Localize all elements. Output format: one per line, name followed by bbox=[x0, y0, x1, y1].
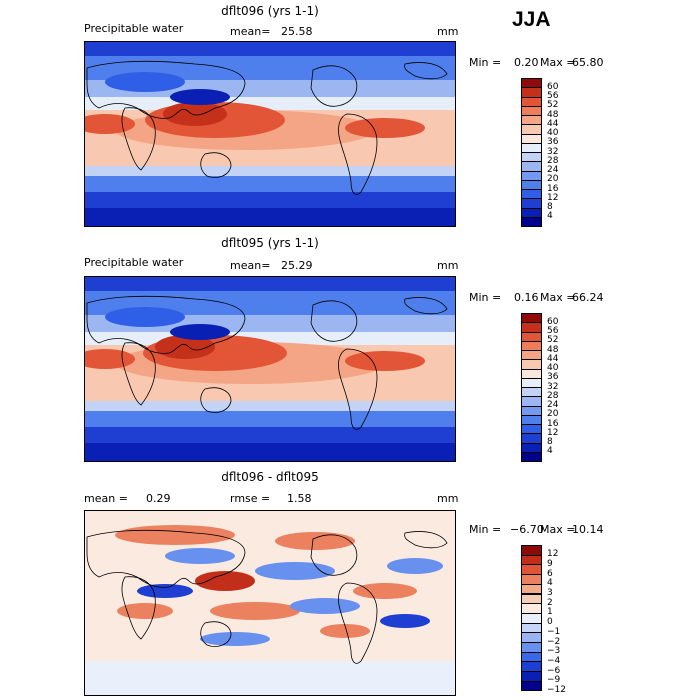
colorbar-tick-label: −3 bbox=[547, 646, 561, 657]
colorbar-tick-label: 60 bbox=[547, 316, 559, 327]
colorbar-tick-label: 44 bbox=[547, 353, 559, 364]
colorbar-tick-label: 48 bbox=[547, 109, 559, 120]
colorbar-tick-label: 0 bbox=[547, 617, 553, 628]
panel-1-field-label: Precipitable water bbox=[84, 22, 184, 35]
colorbar-tick-label: 28 bbox=[547, 155, 559, 166]
panel-3-map bbox=[84, 510, 456, 696]
panel-3-rmse-label: rmse = bbox=[230, 492, 271, 505]
colorbar-tick-label: 4 bbox=[547, 578, 553, 589]
panel-1-units: mm bbox=[437, 25, 459, 38]
panel-3-map-field bbox=[85, 511, 455, 695]
panel-2-mean-value: 25.29 bbox=[281, 259, 313, 272]
colorbar-tick-label: 48 bbox=[547, 344, 559, 355]
colorbar-tick-label: −6 bbox=[547, 665, 561, 676]
panel-3-min-value: −6.70 bbox=[510, 523, 544, 536]
panel-1-min-value: 0.20 bbox=[514, 56, 539, 69]
panel-3-units: mm bbox=[437, 492, 459, 505]
colorbar-tick-label: 24 bbox=[547, 165, 559, 175]
colorbar-tick-label: 40 bbox=[547, 128, 559, 138]
panel-1-max-label: Max = bbox=[540, 56, 576, 69]
colorbar-tick-label: 32 bbox=[547, 381, 559, 392]
colorbar-tick-label: 56 bbox=[547, 91, 559, 101]
colorbar-tick-label: 36 bbox=[547, 372, 559, 383]
colorbar-tick-label: 52 bbox=[547, 335, 559, 346]
colorbar-tick-label: 28 bbox=[547, 390, 559, 401]
panel-2-map-field bbox=[85, 277, 455, 461]
colorbar-tick-label: 20 bbox=[547, 409, 559, 420]
colorbar-tick-label: 8 bbox=[547, 437, 553, 447]
colorbar-segment bbox=[521, 451, 542, 462]
colorbar-tick-label: −12 bbox=[547, 685, 566, 695]
colorbar-tick-label: 3 bbox=[547, 588, 553, 598]
panel-1-map-field bbox=[85, 42, 455, 226]
season-label: JJA bbox=[512, 8, 551, 31]
panel-2-mean-label: mean= bbox=[230, 259, 271, 272]
colorbar-tick-label: 1 bbox=[547, 607, 553, 618]
colorbar-tick-label: 20 bbox=[547, 174, 559, 185]
colorbar-tick-label: 16 bbox=[547, 183, 559, 194]
colorbar-segment bbox=[521, 680, 542, 692]
colorbar-tick-label: 52 bbox=[547, 100, 559, 111]
panel-3-max-value: 10.14 bbox=[572, 523, 604, 536]
colorbar-tick-label: 2 bbox=[547, 597, 553, 608]
colorbar-tick-label: 4 bbox=[547, 211, 553, 222]
colorbar-tick-label: 12 bbox=[547, 427, 559, 438]
panel-2-title: dflt095 (yrs 1-1) bbox=[221, 236, 319, 250]
colorbar-tick-label: −2 bbox=[547, 636, 561, 647]
colorbar-tick-label: 16 bbox=[547, 418, 559, 429]
panel-3-mean-value: 0.29 bbox=[146, 492, 171, 505]
panel-2-max-value: 66.24 bbox=[572, 291, 604, 304]
panel-1-map bbox=[84, 41, 456, 227]
colorbar-tick-label: 8 bbox=[547, 202, 553, 212]
panel-1-mean-label: mean= bbox=[230, 25, 271, 38]
colorbar-tick-label: 60 bbox=[547, 81, 559, 92]
panel-3-min-label: Min = bbox=[469, 523, 502, 536]
panel-2-colorbar: 60 56 52 48 44 40 36 32 28 24 20 16 12 8 4 bbox=[521, 313, 581, 462]
colorbar-tick-label: 36 bbox=[547, 137, 559, 148]
colorbar-tick-label: 6 bbox=[547, 568, 553, 579]
colorbar-tick-label: 32 bbox=[547, 146, 559, 157]
panel-2-min-label: Min = bbox=[469, 291, 502, 304]
panel-1-colorbar: 60 56 52 48 44 40 36 32 28 24 20 16 12 8 4 bbox=[521, 78, 581, 227]
colorbar-tick-label: 12 bbox=[547, 192, 559, 203]
colorbar-tick-label: 44 bbox=[547, 118, 559, 129]
colorbar-tick-label: 24 bbox=[547, 400, 559, 410]
colorbar-tick-label: 56 bbox=[547, 326, 559, 336]
panel-3-rmse-value: 1.58 bbox=[287, 492, 312, 505]
panel-3-mean-label: mean = bbox=[84, 492, 128, 505]
colorbar-tick-label: 40 bbox=[547, 363, 559, 373]
panel-1-title: dflt096 (yrs 1-1) bbox=[221, 4, 319, 18]
colorbar-tick-label: −9 bbox=[547, 675, 561, 686]
colorbar-segment bbox=[521, 216, 542, 227]
panel-2-max-label: Max = bbox=[540, 291, 576, 304]
panel-3-max-label: Max = bbox=[540, 523, 576, 536]
panel-1-max-value: 65.80 bbox=[572, 56, 604, 69]
panel-1-mean-value: 25.58 bbox=[281, 25, 313, 38]
colorbar-tick-label: 4 bbox=[547, 446, 553, 457]
panel-1-min-label: Min = bbox=[469, 56, 502, 69]
colorbar-tick-label: 12 bbox=[547, 549, 559, 560]
panel-2-map bbox=[84, 276, 456, 462]
panel-3-colorbar: 12 9 6 4 3 2 1 0 −1 −2 −3 −4 −6 −9 −12 bbox=[521, 545, 581, 695]
panel-2-field-label: Precipitable water bbox=[84, 256, 184, 269]
panel-3-title: dflt096 - dflt095 bbox=[221, 470, 319, 484]
panel-2-min-value: 0.16 bbox=[514, 291, 539, 304]
colorbar-tick-label: 9 bbox=[547, 558, 553, 569]
panel-2-units: mm bbox=[437, 259, 459, 272]
colorbar-tick-label: −1 bbox=[547, 626, 561, 637]
colorbar-tick-label: −4 bbox=[547, 655, 561, 666]
